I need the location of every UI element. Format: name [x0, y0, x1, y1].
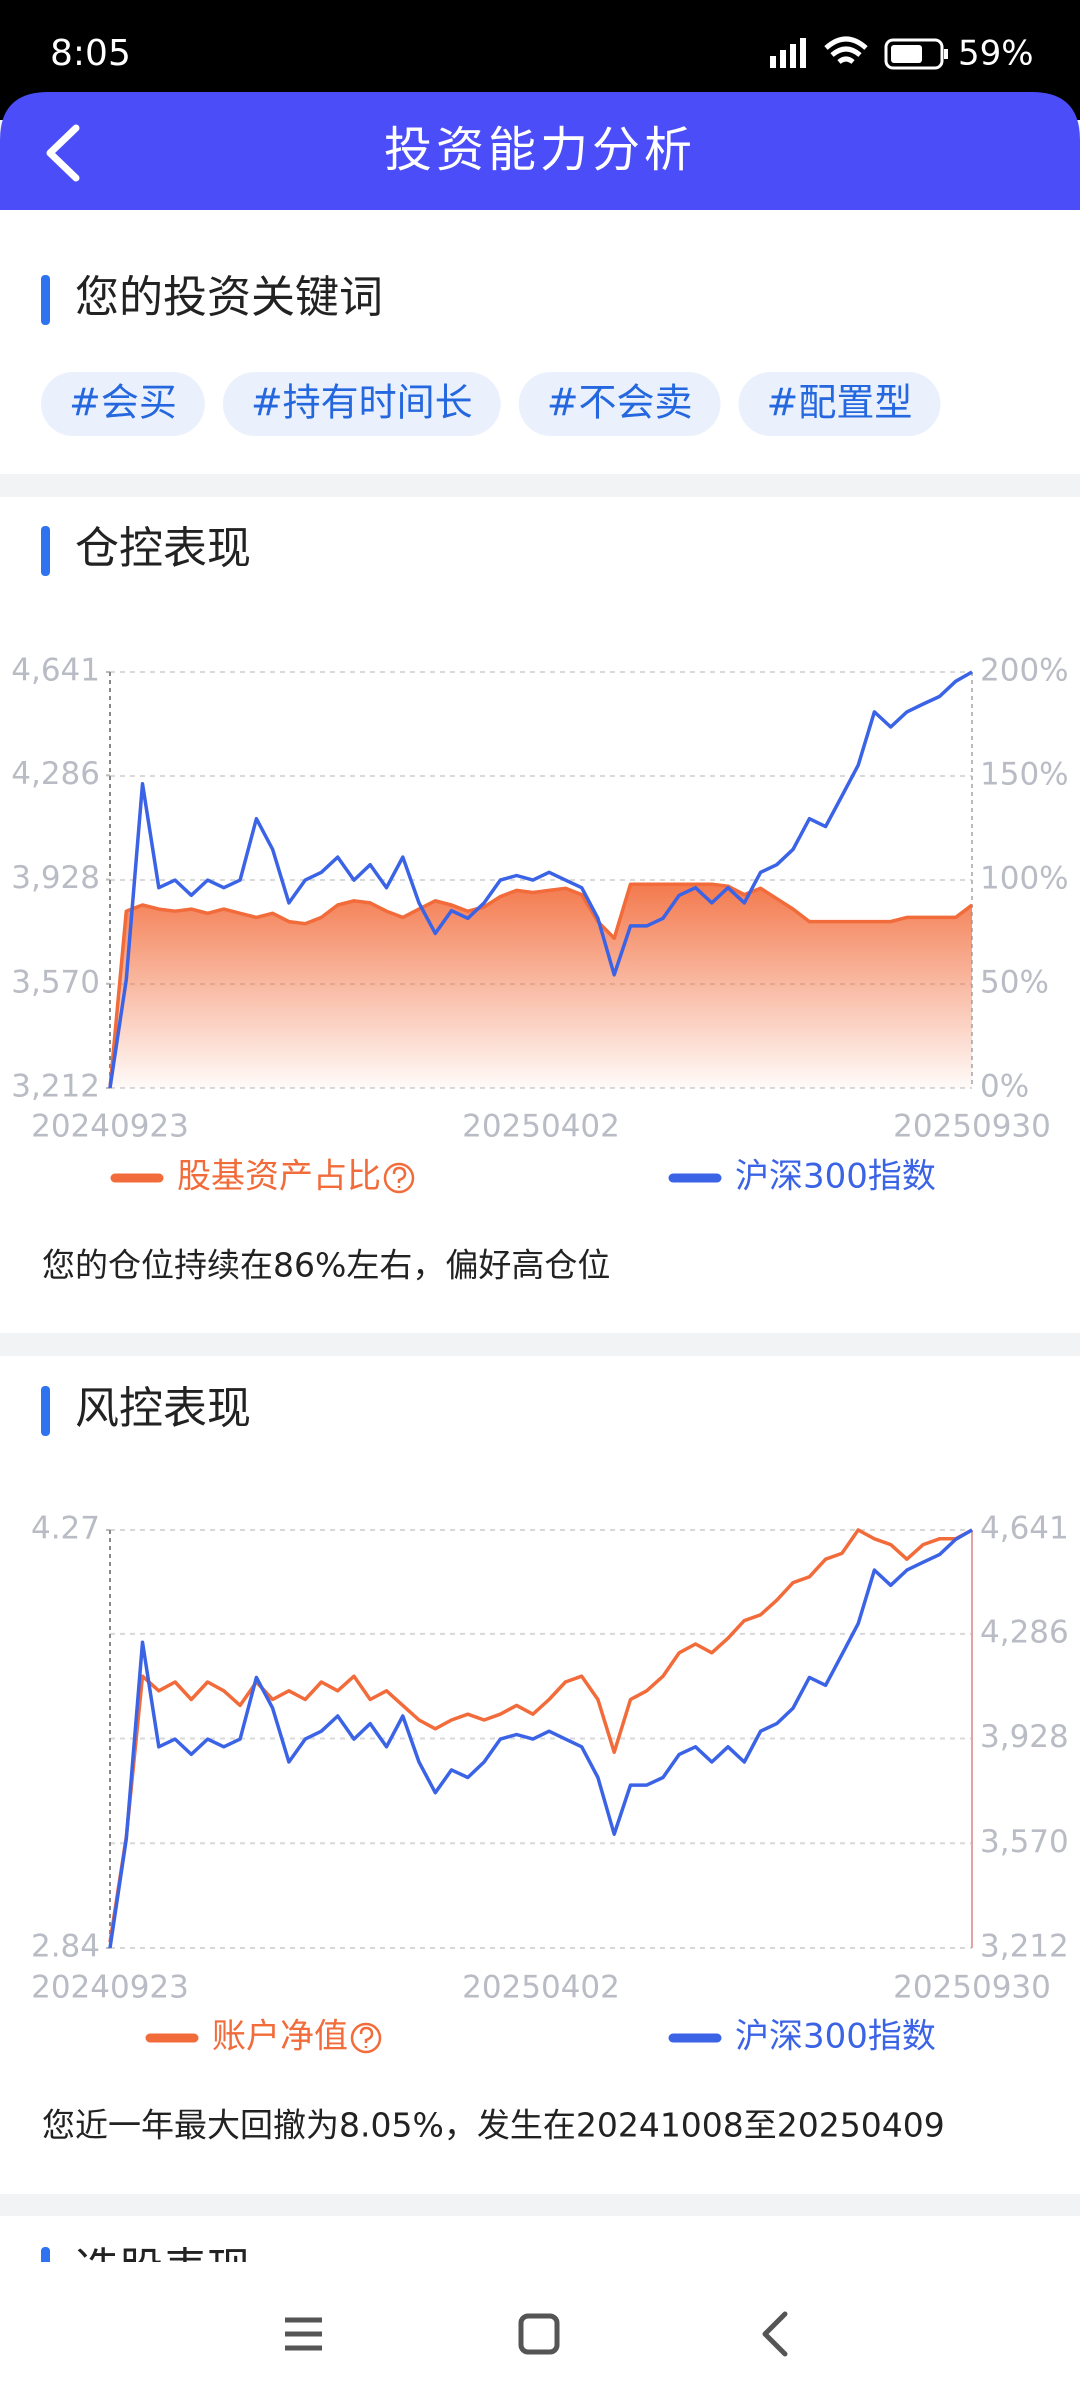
battery-level: 59%: [958, 34, 1034, 74]
status-time: 8:05: [50, 33, 131, 74]
keyword-tag: #不会卖: [518, 372, 721, 436]
chart: 200% 150% 100% 50% 0% 4,641 4,286 3,928 3,570 3,2…: [11, 653, 1068, 1285]
back-nav-button[interactable]: [762, 2311, 788, 2357]
title-bar: [41, 275, 50, 325]
x-tick-label: 20240923: [31, 1970, 189, 2006]
y2-tick-label: 100%: [980, 861, 1069, 897]
title-bar: [41, 1386, 50, 1436]
tag-text: #会买: [69, 381, 177, 425]
battery-icon: [884, 38, 948, 70]
tag-text: #持有时间长: [251, 381, 473, 425]
help-icon: [350, 2022, 382, 2054]
help-icon-glyph: [359, 2026, 374, 2048]
legend-label: 沪深300指数: [735, 1157, 936, 1197]
tag-background: [738, 372, 941, 436]
wifi-icon: [824, 36, 868, 64]
chart-note: 您的仓位持续在86%左右，偏好高仓位: [42, 1246, 610, 1285]
section-title: 您的投资关键词: [75, 272, 383, 323]
x-tick-label: 20250930: [893, 1970, 1051, 2006]
header-bar: [0, 92, 1080, 210]
y-tick-label: 2.84: [31, 1929, 100, 1965]
nav-bar: [0, 2262, 1080, 2400]
back-button[interactable]: [46, 124, 80, 182]
y-tick-label: 4.27: [31, 1511, 100, 1547]
y-tick-label: 4,641: [11, 653, 100, 689]
tag-background: [518, 372, 721, 436]
y2-tick-label: 3,928: [980, 1719, 1069, 1755]
tag-background: [41, 372, 205, 436]
tag-text: #配置型: [767, 381, 913, 425]
series-line: [108, 670, 973, 1089]
x-tick-label: 20240923: [31, 1109, 189, 1145]
y-tick-label: 4,286: [11, 756, 100, 792]
menu-button[interactable]: [285, 2317, 322, 2351]
risk-card: [0, 1356, 1080, 2194]
x-tick-label: 20250402: [462, 1970, 620, 2006]
charts: 200% 150% 100% 50% 0% 4,641 4,286 3,928 3,570 3,2…: [11, 653, 1069, 2145]
y-tick-label: 3,570: [11, 964, 100, 1000]
x-tick-label: 20250402: [462, 1109, 620, 1145]
y2-tick-label: 0%: [980, 1069, 1029, 1105]
y2-tick-label: 4,641: [980, 1511, 1069, 1547]
home-button[interactable]: [518, 2313, 560, 2355]
y2-tick-label: 50%: [980, 965, 1049, 1001]
y-tick-label: 3,928: [11, 860, 100, 896]
keyword-tag: #持有时间长: [222, 372, 501, 436]
help-icon: [383, 1162, 415, 1194]
legend-label: 沪深300指数: [735, 2017, 936, 2057]
x-tick-label: 20250930: [893, 1109, 1051, 1145]
section-title: 仓控表现: [75, 523, 251, 574]
section-title: 风控表现: [75, 1383, 251, 1434]
signal-icon: [770, 38, 806, 68]
series-line: [108, 1528, 973, 1949]
keyword-tag: #配置型: [738, 372, 941, 436]
tag-background: [222, 372, 501, 436]
y2-tick-label: 3,212: [980, 1929, 1069, 1965]
chart: 4,641 4,286 3,928 3,570 3,212 4.27 2.84 2024092…: [31, 1511, 1069, 2145]
y2-tick-label: 150%: [980, 757, 1069, 793]
chart-note: 您近一年最大回撤为8.05%，发生在20241008至20250409: [42, 2106, 945, 2145]
y2-tick-label: 4,286: [980, 1614, 1069, 1650]
tag-text: #不会卖: [547, 381, 693, 425]
title-bar: [41, 526, 50, 576]
y-tick-label: 3,212: [11, 1069, 100, 1105]
y2-tick-label: 3,570: [980, 1824, 1069, 1860]
legend-label: 账户净值: [212, 2017, 348, 2057]
legend-label: 股基资产占比: [177, 1157, 381, 1197]
header-title: 投资能力分析: [384, 122, 696, 178]
keyword-tag: #会买: [41, 372, 205, 436]
series-line: [108, 882, 974, 1089]
series-area: [110, 884, 972, 1088]
tag-list: #会买 #持有时间长 #不会卖 #配置型: [41, 372, 941, 436]
help-icon-glyph: [392, 1166, 407, 1188]
y2-tick-label: 200%: [980, 653, 1069, 689]
